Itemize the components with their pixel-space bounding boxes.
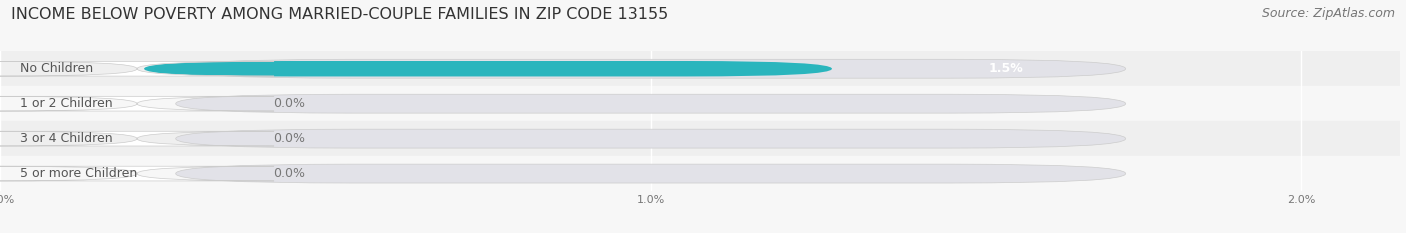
Text: 0.0%: 0.0% <box>273 132 305 145</box>
Text: 0.0%: 0.0% <box>273 167 305 180</box>
Text: No Children: No Children <box>20 62 93 75</box>
FancyBboxPatch shape <box>176 129 1126 148</box>
Text: 1 or 2 Children: 1 or 2 Children <box>20 97 112 110</box>
FancyBboxPatch shape <box>0 96 274 111</box>
Text: 1.5%: 1.5% <box>988 62 1024 75</box>
FancyBboxPatch shape <box>0 166 274 181</box>
FancyBboxPatch shape <box>176 94 1126 113</box>
FancyBboxPatch shape <box>143 61 832 76</box>
FancyBboxPatch shape <box>0 61 274 76</box>
Text: INCOME BELOW POVERTY AMONG MARRIED-COUPLE FAMILIES IN ZIP CODE 13155: INCOME BELOW POVERTY AMONG MARRIED-COUPL… <box>11 7 668 22</box>
Text: 5 or more Children: 5 or more Children <box>20 167 136 180</box>
FancyBboxPatch shape <box>176 164 1126 183</box>
FancyBboxPatch shape <box>176 59 1126 78</box>
Text: 3 or 4 Children: 3 or 4 Children <box>20 132 112 145</box>
FancyBboxPatch shape <box>0 131 274 146</box>
Text: 0.0%: 0.0% <box>273 97 305 110</box>
Text: Source: ZipAtlas.com: Source: ZipAtlas.com <box>1261 7 1395 20</box>
